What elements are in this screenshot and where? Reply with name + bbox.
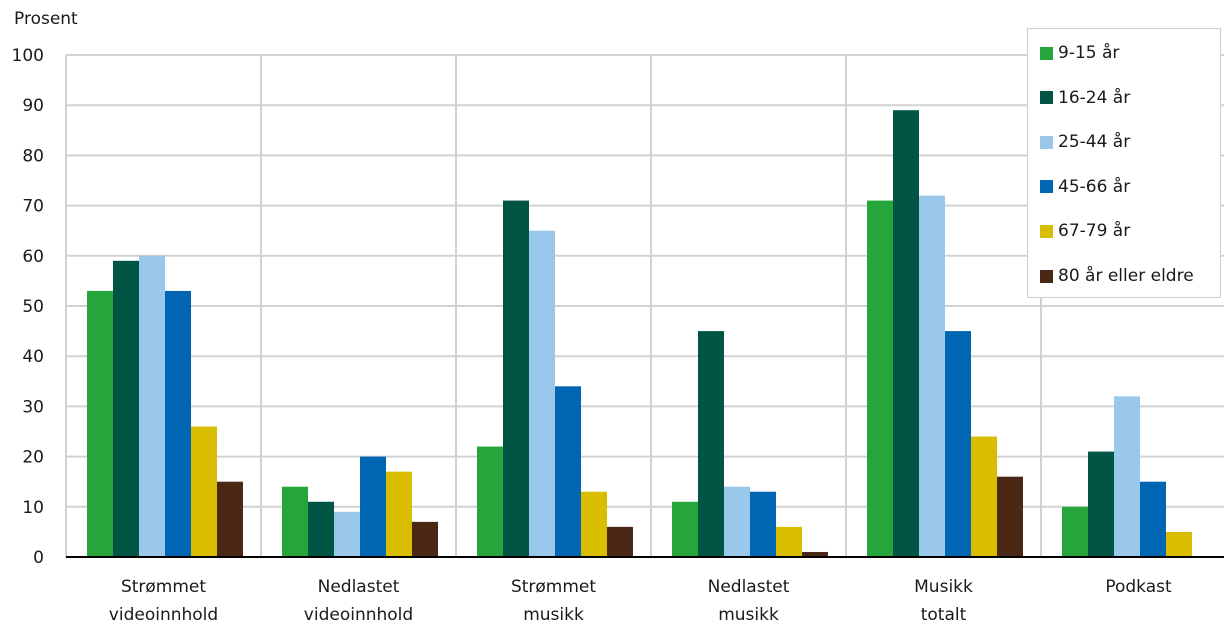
legend-item: 67-79 år — [1040, 219, 1130, 243]
bar — [308, 501, 334, 557]
legend-item: 80 år eller eldre — [1040, 264, 1194, 288]
x-tick-label: Strømmet — [121, 577, 206, 597]
x-tick-label: totalt — [921, 605, 967, 625]
bar — [945, 331, 971, 557]
bar — [893, 110, 919, 557]
bar — [334, 511, 360, 557]
bar — [191, 426, 217, 557]
bar — [139, 255, 165, 558]
y-tick-label: 0 — [33, 548, 44, 568]
bar — [750, 491, 776, 557]
x-tick-label: Strømmet — [511, 577, 596, 597]
legend-swatch — [1040, 46, 1053, 60]
bar — [776, 526, 802, 557]
legend-swatch — [1040, 269, 1053, 283]
x-tick-label: musikk — [718, 605, 779, 625]
bar — [87, 290, 113, 557]
bar — [919, 195, 945, 557]
y-tick-label: 70 — [22, 197, 44, 217]
bar — [529, 230, 555, 557]
y-tick-label: 50 — [22, 297, 44, 317]
bar — [282, 486, 308, 557]
bar — [672, 501, 698, 557]
legend-swatch — [1040, 224, 1053, 238]
y-tick-label: 100 — [12, 46, 44, 66]
legend-swatch — [1040, 135, 1053, 149]
bar — [971, 436, 997, 557]
bar — [581, 491, 607, 557]
legend-label: 25-44 år — [1058, 132, 1131, 153]
legend-label: 9-15 år — [1058, 43, 1120, 63]
bar — [1062, 506, 1088, 557]
bar — [1088, 451, 1114, 557]
legend-item: 45-66 år — [1040, 175, 1130, 199]
bar — [113, 260, 139, 557]
legend-label: 80 år eller eldre — [1058, 266, 1194, 286]
bar — [477, 446, 503, 557]
y-tick-label: 10 — [22, 498, 44, 518]
x-tick-label: Nedlastet — [318, 577, 400, 597]
legend: 9-15 år 16-24 år 25-44 år 45-66 år 67-79 år 8… — [1027, 28, 1221, 298]
legend-label: 16-24 år — [1058, 87, 1131, 108]
grid-layer — [65, 54, 1224, 557]
x-tick-label: musikk — [523, 605, 584, 625]
x-tick-label: Nedlastet — [708, 577, 790, 597]
bar — [555, 386, 581, 557]
legend-item: 9-15 år — [1040, 41, 1119, 65]
y-tick-label: 30 — [22, 397, 44, 417]
legend-swatch — [1040, 180, 1053, 194]
bar — [360, 456, 386, 557]
x-tick-label: videoinnhold — [109, 605, 218, 625]
label-layer: 0 10 20 30 40 50 60 70 80 90 100 Strømmet videoinnho… — [12, 46, 1224, 625]
legend-item: 16-24 år — [1040, 86, 1130, 110]
bar — [607, 526, 633, 557]
y-tick-label: 40 — [22, 347, 44, 367]
bar — [724, 486, 750, 557]
y-tick-label: 60 — [22, 247, 44, 267]
legend-swatch — [1040, 91, 1053, 105]
y-tick-label: 80 — [22, 146, 44, 166]
x-tick-label: Musikk — [914, 577, 973, 597]
bar — [997, 476, 1023, 557]
bar — [698, 331, 724, 557]
bar — [1166, 531, 1192, 557]
bar — [867, 200, 893, 557]
bar — [1114, 396, 1140, 557]
bar — [802, 551, 828, 557]
x-tick-label: Podkast — [1105, 577, 1172, 597]
bar — [503, 200, 529, 557]
y-tick-label: 90 — [22, 96, 44, 116]
bar-layer — [87, 110, 1192, 558]
bar — [412, 521, 438, 557]
legend-label: 67-79 år — [1058, 221, 1131, 242]
bar — [165, 290, 191, 557]
y-tick-label: 20 — [22, 448, 44, 468]
legend-item: 25-44 år — [1040, 130, 1130, 154]
bar — [386, 471, 412, 557]
bar — [217, 481, 243, 557]
y-axis-unit-label: Prosent — [14, 9, 78, 29]
bar — [1140, 481, 1166, 557]
legend-label: 45-66 år — [1058, 176, 1131, 197]
x-tick-label: videoinnhold — [304, 605, 413, 625]
